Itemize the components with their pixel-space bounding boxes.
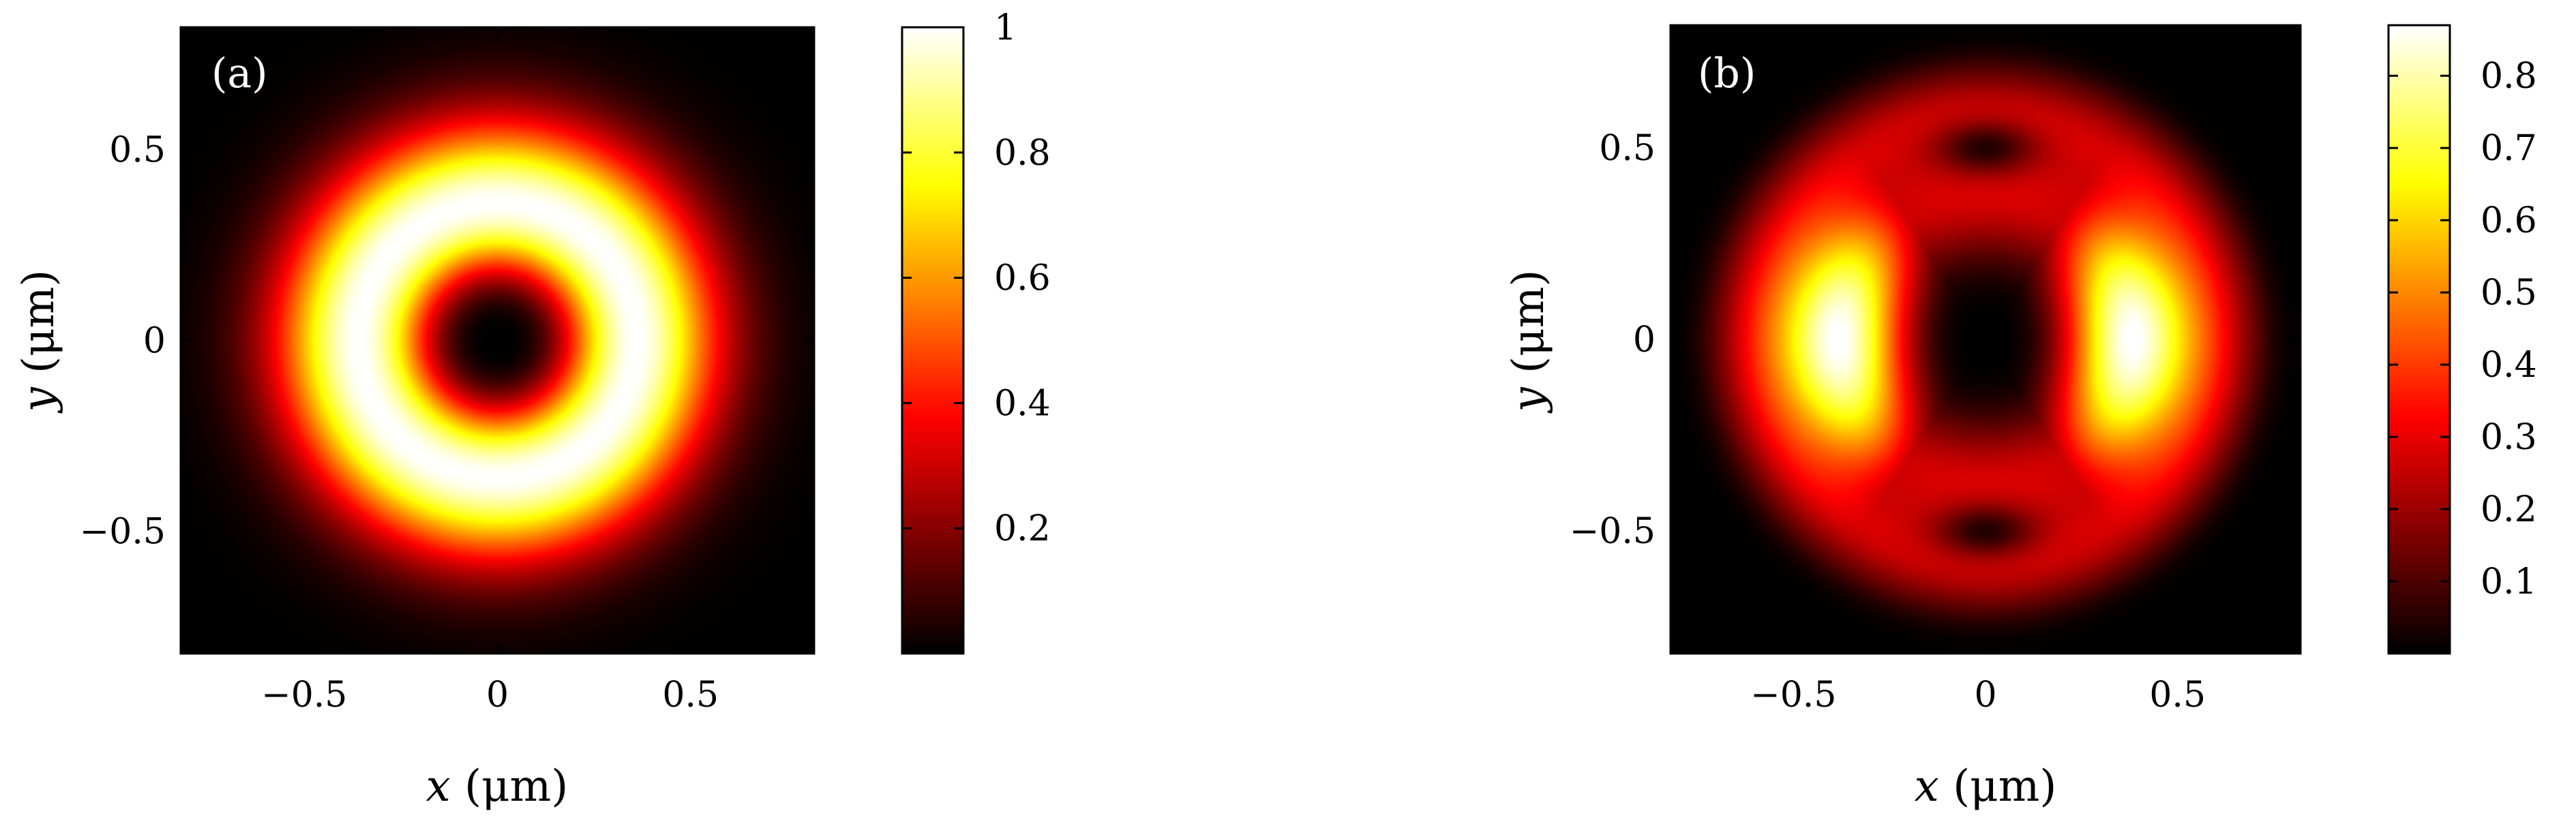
heatmap-b <box>1671 25 2301 654</box>
panel-b: (b) −0.5 0 0.5 0.50−0.5 x (μm) y (μm) 0.10… <box>1503 24 2537 812</box>
colorbar-tick-label-a: 0.4 <box>994 383 1051 424</box>
y-axis-var-b: y <box>1503 386 1554 414</box>
colorbar-tick-label-b: 0.7 <box>2481 128 2537 169</box>
x-tick-label-a: 0 <box>486 675 509 716</box>
colorbar-tick-label-b: 0.8 <box>2481 56 2537 97</box>
x-axis-unit-b: (μm) <box>1953 761 2056 812</box>
y-ticks-b: 0.5 0 −0.5 <box>1570 128 2301 552</box>
x-tick-label-b: 0 <box>1974 675 1996 716</box>
colorbar-b <box>2388 25 2450 654</box>
x-tick-label-b: 0.5 <box>2149 675 2206 716</box>
colorbar-ticks-a: 0.2 0.4 0.6 0.8 1 <box>902 7 1051 549</box>
x-tick-label-a: 0.5 <box>662 675 719 716</box>
y-axis-unit-b: (μm) <box>1503 270 1554 373</box>
panel-a: (a) −0.5 0 0.5 0.50−0.5 x (μm) y (μm) 0.20… <box>14 7 1051 812</box>
y-tick-label-b: 0 <box>1633 320 1656 361</box>
y-tick-label-a: 0.5 <box>109 129 166 170</box>
panel-label-a: (a) <box>211 50 268 97</box>
x-axis-label-b: x (μm) <box>1915 761 2057 812</box>
panel-label-b: (b) <box>1698 50 1756 97</box>
x-tick-label-a: −0.5 <box>261 675 347 716</box>
x-axis-label-a: x (μm) <box>426 761 569 812</box>
x-ticks-b: −0.5 0 0.5 <box>1750 25 2206 716</box>
x-axis-var-b: x <box>1915 761 1939 812</box>
colorbar-tick-label-b: 0.1 <box>2481 562 2537 602</box>
colorbar-tick-label-b: 0.2 <box>2481 489 2537 530</box>
x-ticks-a: −0.5 0 0.5 <box>261 27 719 716</box>
y-ticks-a: 0.5 0 −0.5 <box>80 129 814 553</box>
y-tick-label-a: −0.5 <box>80 512 166 553</box>
colorbar-tick-label-b: 0.3 <box>2481 417 2537 458</box>
colorbar-tick-label-a: 0.6 <box>994 258 1051 299</box>
x-tick-label-b: −0.5 <box>1750 675 1836 716</box>
colorbar-frame-b <box>2387 24 2451 655</box>
y-axis-var-a: y <box>14 386 64 414</box>
colorbar-tick-label-b: 0.5 <box>2481 273 2537 313</box>
colorbar-tick-label-a: 0.2 <box>994 508 1051 549</box>
colorbar-ticks-b: 0.1 0.2 0.3 0.4 0.5 0.6 0.7 0.8 <box>2388 56 2537 602</box>
colorbar-a <box>902 27 963 654</box>
x-axis-var-a: x <box>426 761 451 812</box>
colorbar-tick-label-a: 0.8 <box>994 133 1051 174</box>
colorbar-tick-label-b: 0.6 <box>2481 200 2537 241</box>
y-axis-label-a: y (μm) <box>14 270 64 414</box>
colorbar-tick-label-b: 0.4 <box>2481 345 2537 386</box>
heatmap-a <box>181 27 814 654</box>
colorbar-frame-a <box>901 26 965 655</box>
colorbar-tick-label-a: 1 <box>994 7 1017 48</box>
x-axis-unit-a: (μm) <box>464 761 568 812</box>
y-tick-label-b: −0.5 <box>1570 511 1656 552</box>
y-axis-unit-a: (μm) <box>14 270 64 373</box>
y-tick-label-b: 0.5 <box>1599 128 1656 169</box>
y-axis-label-b: y (μm) <box>1503 270 1554 414</box>
y-tick-label-a: 0 <box>143 321 166 362</box>
